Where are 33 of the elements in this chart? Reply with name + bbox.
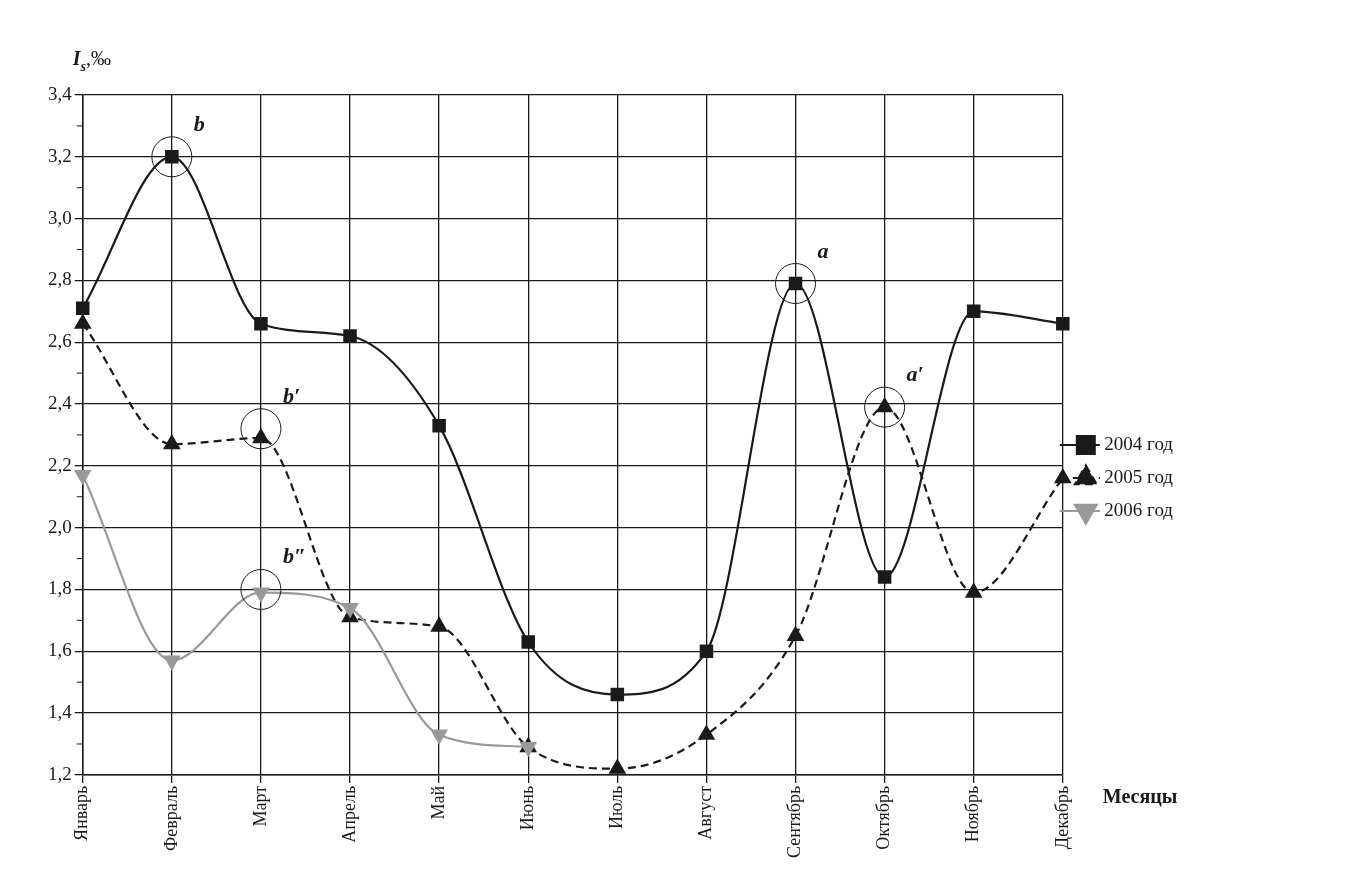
legend-label: 2006 год (1104, 498, 1174, 520)
y-tick-label: 2,2 (48, 453, 72, 475)
y-tick-label: 2,0 (48, 515, 72, 537)
x-tick-label: Март (249, 785, 270, 827)
x-tick-label: Апрель (338, 785, 359, 843)
annotation: a (817, 237, 829, 263)
y-tick-label: 3,2 (48, 144, 72, 166)
legend-label: 2004 год (1104, 432, 1174, 454)
x-tick-label: Февраль (160, 785, 181, 851)
x-tick-label: Май (427, 785, 448, 820)
annotation: b (193, 110, 205, 136)
y-tick-label: 2,8 (48, 268, 72, 290)
x-axis-title: Месяцы (1102, 784, 1178, 807)
y-tick-label: 1,6 (48, 639, 72, 661)
y-tick-label: 1,2 (48, 762, 72, 784)
x-tick-label: Ноябрь (962, 785, 983, 843)
x-tick-label: Декабрь (1051, 785, 1072, 850)
y-tick-label: 1,8 (48, 577, 72, 599)
legend-label: 2005 год (1104, 465, 1174, 487)
y-tick-label: 1,4 (48, 701, 73, 723)
x-tick-label: Июль (606, 785, 627, 830)
x-tick-label: Октябрь (873, 785, 894, 850)
y-tick-label: 3,4 (48, 82, 73, 104)
x-tick-label: Январь (71, 785, 92, 841)
y-tick-label: 2,4 (48, 392, 73, 414)
annotation: b′ (282, 382, 301, 408)
x-tick-label: Сентябрь (784, 785, 805, 858)
y-tick-label: 3,0 (48, 206, 72, 228)
x-tick-label: Август (695, 785, 716, 840)
y-tick-label: 2,6 (48, 330, 72, 352)
x-tick-label: Июнь (516, 785, 537, 831)
annotation: b″ (282, 543, 307, 569)
annotation: a′ (906, 361, 924, 387)
